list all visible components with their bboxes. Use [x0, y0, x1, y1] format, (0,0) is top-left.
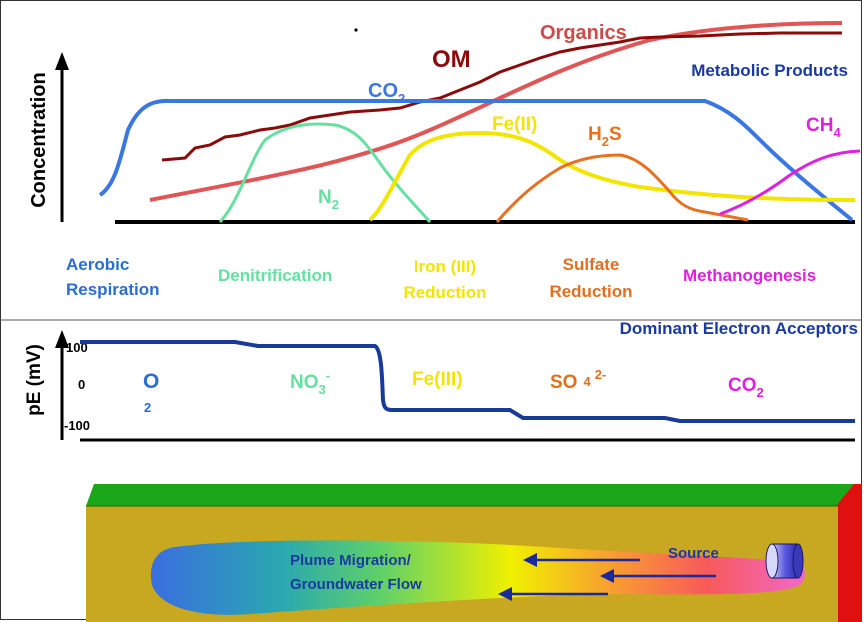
pe-tick-minus-100: -100 — [64, 418, 90, 433]
svg-text:Reduction: Reduction — [549, 282, 632, 301]
process-iron: Iron (III) Reduction — [403, 257, 486, 302]
source-tank-icon — [765, 543, 804, 579]
fe2-curve — [368, 130, 856, 222]
acceptor-o2: O — [143, 370, 159, 393]
source-label: Source — [668, 545, 719, 562]
plume-label-line2: Groundwater Flow — [290, 576, 422, 593]
svg-text:Sulfate: Sulfate — [563, 255, 620, 274]
plume-shape — [150, 540, 805, 615]
process-sulfate: Sulfate Reduction — [549, 255, 632, 301]
svg-text:Respiration: Respiration — [66, 280, 160, 299]
flow-arrow-3 — [498, 587, 608, 601]
ch4-curve — [719, 149, 861, 216]
pe-tick-0: 0 — [78, 377, 85, 392]
pe-curve — [80, 340, 855, 423]
svg-text:Aerobic: Aerobic — [66, 255, 129, 274]
pe-panel-header: Dominant Electron Acceptors — [620, 319, 858, 338]
flow-arrow-1 — [523, 553, 640, 567]
co2-curve-label: CO2 — [368, 80, 405, 106]
stray-dot — [354, 28, 358, 32]
n2-curve — [218, 122, 432, 224]
acceptor-no3: NO3- — [290, 368, 330, 397]
fe2-curve-label: Fe(II) — [492, 114, 537, 135]
h2s-curve — [495, 153, 749, 223]
organics-curve — [149, 21, 843, 202]
om-curve — [161, 31, 842, 162]
svg-text:Reduction: Reduction — [403, 283, 486, 302]
acceptor-so4: SO 4 2- — [550, 367, 606, 393]
pe-axis-label: pE (mV) — [24, 344, 45, 416]
acceptor-co2: CO2 — [728, 375, 764, 400]
acceptor-fe3: Fe(III) — [412, 369, 463, 390]
h2s-curve-label: H2S — [588, 124, 622, 149]
svg-text:Denitrification: Denitrification — [218, 266, 332, 285]
flow-arrow-2 — [600, 569, 716, 583]
svg-text:Iron (III): Iron (III) — [414, 257, 476, 276]
pe-axis — [55, 330, 69, 440]
ch4-curve-label: CH4 — [806, 115, 841, 140]
organics-curve-label: Organics — [540, 22, 627, 44]
process-methanogenesis: Methanogenesis — [683, 266, 816, 285]
om-curve-label: OM — [432, 46, 471, 73]
acceptor-o2-sub: 2 — [144, 400, 151, 415]
aquifer-side-face — [836, 484, 862, 622]
process-aerobic: Aerobic Respiration — [66, 255, 160, 299]
co2-curve — [98, 98, 854, 222]
plume-label-line1: Plume Migration/ — [290, 552, 412, 569]
n2-curve-label: N2 — [318, 187, 339, 212]
svg-text:Methanogenesis: Methanogenesis — [683, 266, 816, 285]
concentration-axis-label: Concentration — [28, 72, 50, 208]
metabolic-products-header: Metabolic Products — [691, 61, 848, 80]
aquifer-top-surface — [86, 484, 862, 506]
concentration-axis — [55, 52, 69, 222]
process-denitrification: Denitrification — [218, 266, 332, 285]
